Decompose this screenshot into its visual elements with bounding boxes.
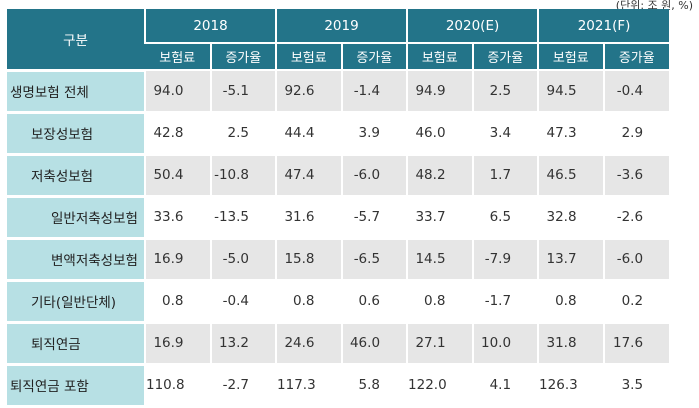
growth-cell: 13.2 bbox=[209, 322, 277, 366]
premium-cell: 46.5 bbox=[537, 154, 604, 198]
growth-cell: -6.0 bbox=[602, 238, 670, 282]
premium-table: 구분 2018 2019 2020(E) 2021(F) 보험료 증가율 보험료… bbox=[7, 9, 670, 408]
premium-cell: 94.0 bbox=[144, 70, 211, 114]
growth-cell: -0.4 bbox=[209, 280, 277, 324]
premium-cell: 24.6 bbox=[275, 322, 342, 366]
growth-cell: 3.9 bbox=[340, 112, 408, 156]
premium-cell: 16.9 bbox=[144, 238, 211, 282]
premium-cell: 31.6 bbox=[275, 196, 342, 240]
premium-cell: 14.5 bbox=[406, 238, 473, 282]
row-label: 기타(일반단체) bbox=[7, 280, 145, 324]
growth-cell: -1.4 bbox=[340, 70, 408, 114]
growth-cell: -2.7 bbox=[209, 364, 277, 408]
premium-cell: 0.8 bbox=[144, 280, 211, 324]
premium-cell: 117.3 bbox=[275, 364, 342, 408]
growth-cell: 2.9 bbox=[602, 112, 670, 156]
growth-cell: 3.4 bbox=[471, 112, 539, 156]
header-year: 2021(F) bbox=[537, 9, 670, 44]
header-premium: 보험료 bbox=[275, 43, 342, 71]
growth-cell: -5.0 bbox=[209, 238, 277, 282]
premium-cell: 16.9 bbox=[144, 322, 211, 366]
header-growth: 증가율 bbox=[602, 43, 670, 71]
row-label: 변액저축성보험 bbox=[7, 238, 145, 282]
header-year-row: 구분 2018 2019 2020(E) 2021(F) bbox=[7, 9, 670, 72]
premium-cell: 33.6 bbox=[144, 196, 211, 240]
growth-cell: 1.7 bbox=[471, 154, 539, 198]
growth-cell: 3.5 bbox=[602, 364, 670, 408]
growth-cell: -6.5 bbox=[340, 238, 408, 282]
table-row: 퇴직연금 포함 110.8 -2.7 117.3 5.8 122.0 4.1 126.3 3.5 bbox=[7, 364, 670, 408]
premium-cell: 122.0 bbox=[406, 364, 473, 408]
header-year: 2019 bbox=[275, 9, 408, 44]
header-year: 2020(E) bbox=[406, 9, 539, 44]
header-growth: 증가율 bbox=[340, 43, 408, 71]
header-premium: 보험료 bbox=[406, 43, 473, 71]
row-label: 보장성보험 bbox=[7, 112, 145, 156]
premium-cell: 94.5 bbox=[537, 70, 604, 114]
row-label: 퇴직연금 bbox=[7, 322, 145, 366]
growth-cell: -5.1 bbox=[209, 70, 277, 114]
growth-cell: -0.4 bbox=[602, 70, 670, 114]
header-premium: 보험료 bbox=[145, 43, 211, 71]
row-label: 생명보험 전체 bbox=[7, 70, 145, 114]
premium-cell: 92.6 bbox=[275, 70, 342, 114]
table-row: 생명보험 전체 94.0 -5.1 92.6 -1.4 94.9 2.5 94.5 -0.4 bbox=[7, 70, 670, 114]
header-premium: 보험료 bbox=[537, 43, 604, 71]
table-row: 변액저축성보험 16.9 -5.0 15.8 -6.5 14.5 -7.9 13.7 -6.0 bbox=[7, 238, 670, 282]
table-row: 퇴직연금 16.9 13.2 24.6 46.0 27.1 10.0 31.8 17.6 bbox=[7, 322, 670, 366]
table-row: 보장성보험 42.8 2.5 44.4 3.9 46.0 3.4 47.3 2.9 bbox=[7, 112, 670, 156]
premium-cell: 27.1 bbox=[406, 322, 473, 366]
premium-cell: 13.7 bbox=[537, 238, 604, 282]
premium-cell: 33.7 bbox=[406, 196, 473, 240]
growth-cell: 2.5 bbox=[471, 70, 539, 114]
row-label: 저축성보험 bbox=[7, 154, 145, 198]
premium-cell: 126.3 bbox=[537, 364, 604, 408]
premium-cell: 42.8 bbox=[144, 112, 211, 156]
growth-cell: -13.5 bbox=[209, 196, 277, 240]
header-category: 구분 bbox=[7, 9, 145, 72]
growth-cell: 46.0 bbox=[340, 322, 408, 366]
table-row: 기타(일반단체) 0.8 -0.4 0.8 0.6 0.8 -1.7 0.8 0.2 bbox=[7, 280, 670, 324]
growth-cell: 0.2 bbox=[602, 280, 670, 324]
premium-cell: 47.4 bbox=[275, 154, 342, 198]
premium-cell: 31.8 bbox=[537, 322, 604, 366]
growth-cell: 4.1 bbox=[471, 364, 539, 408]
premium-cell: 46.0 bbox=[406, 112, 473, 156]
growth-cell: -5.7 bbox=[340, 196, 408, 240]
premium-cell: 44.4 bbox=[275, 112, 342, 156]
header-year: 2018 bbox=[143, 9, 277, 44]
header-growth: 증가율 bbox=[471, 43, 539, 71]
premium-cell: 48.2 bbox=[406, 154, 473, 198]
growth-cell: -6.0 bbox=[340, 154, 408, 198]
growth-cell: -1.7 bbox=[471, 280, 539, 324]
growth-cell: -2.6 bbox=[602, 196, 670, 240]
growth-cell: -10.8 bbox=[209, 154, 277, 198]
table-row: 일반저축성보험 33.6 -13.5 31.6 -5.7 33.7 6.5 32.8 -2.6 bbox=[7, 196, 670, 240]
premium-cell: 50.4 bbox=[144, 154, 211, 198]
row-label: 퇴직연금 포함 bbox=[7, 364, 145, 408]
row-label: 일반저축성보험 bbox=[7, 196, 145, 240]
table-row: 저축성보험 50.4 -10.8 47.4 -6.0 48.2 1.7 46.5 -3.6 bbox=[7, 154, 670, 198]
premium-cell: 32.8 bbox=[537, 196, 604, 240]
premium-cell: 0.8 bbox=[406, 280, 473, 324]
growth-cell: -3.6 bbox=[602, 154, 670, 198]
growth-cell: -7.9 bbox=[471, 238, 539, 282]
premium-cell: 94.9 bbox=[406, 70, 473, 114]
growth-cell: 17.6 bbox=[602, 322, 670, 366]
growth-cell: 5.8 bbox=[340, 364, 408, 408]
premium-cell: 0.8 bbox=[275, 280, 342, 324]
header-growth: 증가율 bbox=[209, 43, 277, 71]
header-sub-row: 보험료 증가율 보험료 증가율 보험료 증가율 보험료 증가율 bbox=[7, 43, 670, 71]
premium-cell: 15.8 bbox=[275, 238, 342, 282]
growth-cell: 10.0 bbox=[471, 322, 539, 366]
growth-cell: 2.5 bbox=[209, 112, 277, 156]
premium-cell: 47.3 bbox=[537, 112, 604, 156]
premium-cell: 110.8 bbox=[144, 364, 211, 408]
growth-cell: 6.5 bbox=[471, 196, 539, 240]
premium-cell: 0.8 bbox=[537, 280, 604, 324]
growth-cell: 0.6 bbox=[340, 280, 408, 324]
